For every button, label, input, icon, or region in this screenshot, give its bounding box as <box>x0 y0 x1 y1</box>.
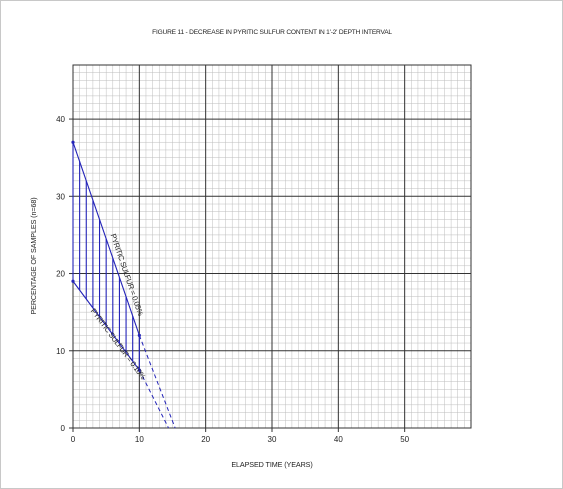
data-point <box>71 140 75 144</box>
x-tick-label: 20 <box>201 435 210 444</box>
x-tick-label: 10 <box>135 435 144 444</box>
y-tick-label: 10 <box>56 347 65 356</box>
data-point <box>71 279 75 283</box>
y-tick-label: 30 <box>56 192 65 201</box>
x-tick-label: 30 <box>268 435 277 444</box>
y-tick-label: 20 <box>56 270 65 279</box>
series-line-0 <box>72 142 140 336</box>
series-extrapolation-1 <box>138 369 169 429</box>
x-tick-label: 40 <box>334 435 343 444</box>
x-tick-label: 50 <box>400 435 409 444</box>
shaded-region <box>72 142 140 371</box>
x-tick-label: 0 <box>71 435 76 444</box>
x-axis-label: ELAPSED TIME (YEARS) <box>231 460 312 469</box>
y-axis-label: PERCENTAGE OF SAMPLES (n=68) <box>29 197 38 314</box>
y-tick-label: 40 <box>56 115 65 124</box>
axis-ticks <box>69 118 406 432</box>
data-point <box>137 333 141 337</box>
series-line-1 <box>72 280 140 371</box>
data-point <box>137 368 141 372</box>
series-extrapolation-0 <box>138 335 176 429</box>
tick-labels: 0 10 20 30 40 50 0 10 20 30 40 <box>56 115 410 444</box>
y-tick-label: 0 <box>61 424 66 433</box>
series-lines <box>71 140 176 429</box>
chart-title: FIGURE 11 - DECREASE IN PYRITIC SULFUR C… <box>152 29 392 36</box>
